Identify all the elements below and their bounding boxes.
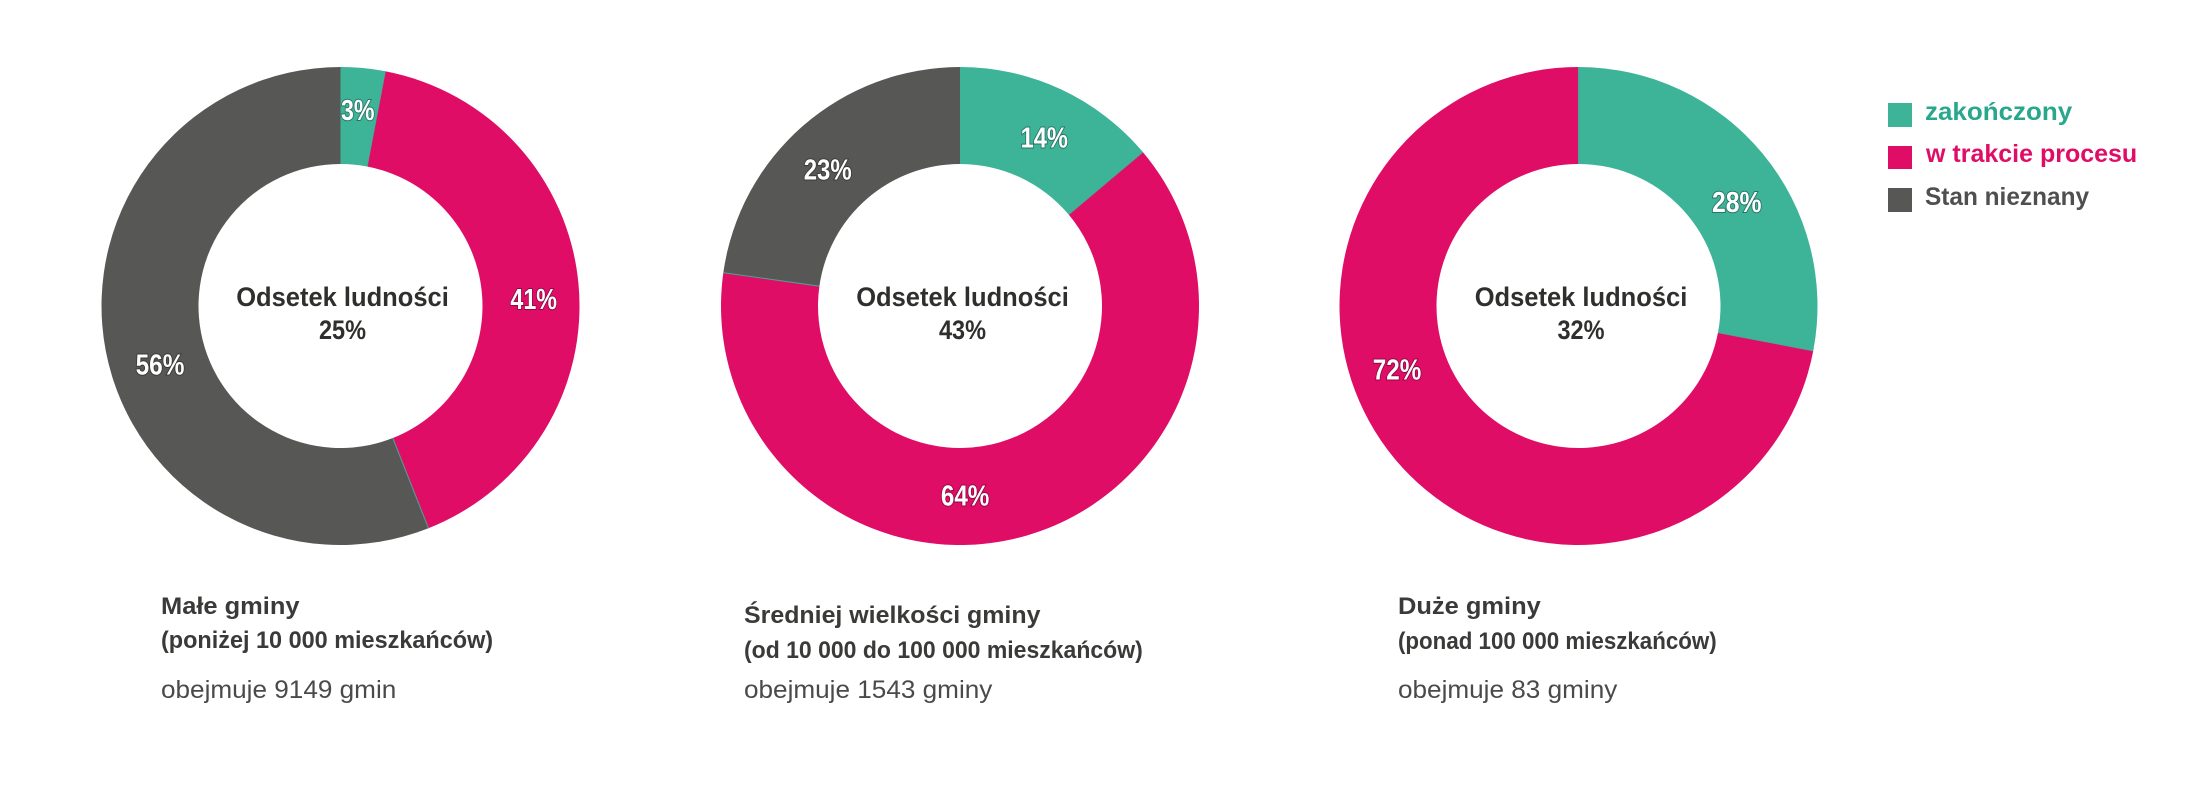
- svg-text:43%: 43%: [939, 315, 986, 345]
- svg-text:72%: 72%: [1373, 355, 1422, 387]
- svg-text:25%: 25%: [319, 315, 366, 345]
- svg-text:3%: 3%: [341, 95, 375, 127]
- svg-text:32%: 32%: [1558, 315, 1605, 345]
- svg-text:28%: 28%: [1712, 187, 1762, 219]
- svg-text:14%: 14%: [1021, 122, 1068, 154]
- svg-text:Odsetek ludności: Odsetek ludności: [236, 282, 449, 312]
- svg-text:Odsetek ludności: Odsetek ludności: [856, 282, 1069, 312]
- svg-text:56%: 56%: [136, 350, 185, 382]
- svg-text:Odsetek ludności: Odsetek ludności: [1475, 282, 1688, 312]
- svg-text:41%: 41%: [510, 284, 557, 316]
- svg-text:23%: 23%: [804, 155, 852, 187]
- svg-text:64%: 64%: [941, 480, 990, 512]
